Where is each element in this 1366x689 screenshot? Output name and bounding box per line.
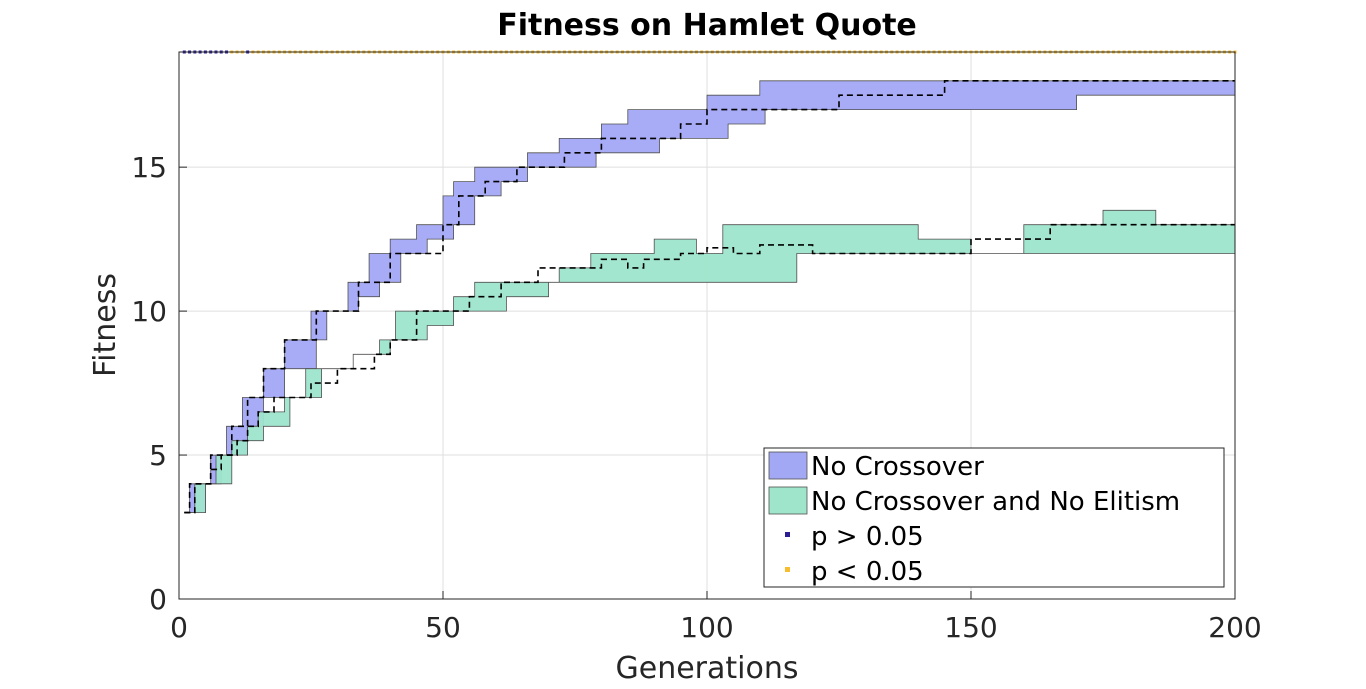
legend-marker-p-less: [785, 567, 790, 572]
y-tick-label: 5: [149, 439, 167, 472]
x-tick-labels: 0 50 100 150 200: [170, 591, 1262, 644]
median-line-series-1: [184, 223, 1235, 514]
y-tick-label: 0: [149, 583, 167, 616]
legend-marker-p-greater: [785, 532, 790, 537]
y-tick-label: 10: [131, 295, 167, 328]
chart-title: Fitness on Hamlet Quote: [497, 8, 917, 43]
legend-label-no-crossover-no-elitism: No Crossover and No Elitism: [811, 487, 1180, 517]
legend-label-p-less: p < 0.05: [811, 557, 924, 587]
series-median-lines: [184, 80, 1235, 514]
x-axis-label: Generations: [616, 651, 799, 686]
legend-label-p-greater: p > 0.05: [811, 522, 924, 552]
legend-label-no-crossover: No Crossover: [811, 452, 984, 482]
x-tick-label: 200: [1208, 611, 1261, 644]
legend-box: [763, 447, 1225, 588]
x-tick-label: 100: [680, 611, 733, 644]
y-tick-label: 15: [131, 151, 167, 184]
x-tick-label: 0: [170, 611, 188, 644]
median-line-series-0: [184, 80, 1235, 514]
y-axis-label: Fitness: [88, 273, 123, 377]
legend-swatch-no-crossover-no-elitism: [768, 486, 808, 515]
legend-swatch-no-crossover: [768, 451, 808, 480]
x-tick-label: 50: [425, 611, 461, 644]
y-tick-labels: 0 5 10 15: [131, 151, 187, 616]
x-tick-label: 150: [944, 611, 997, 644]
legend: No Crossover No Crossover and No Elitism…: [763, 447, 1225, 588]
